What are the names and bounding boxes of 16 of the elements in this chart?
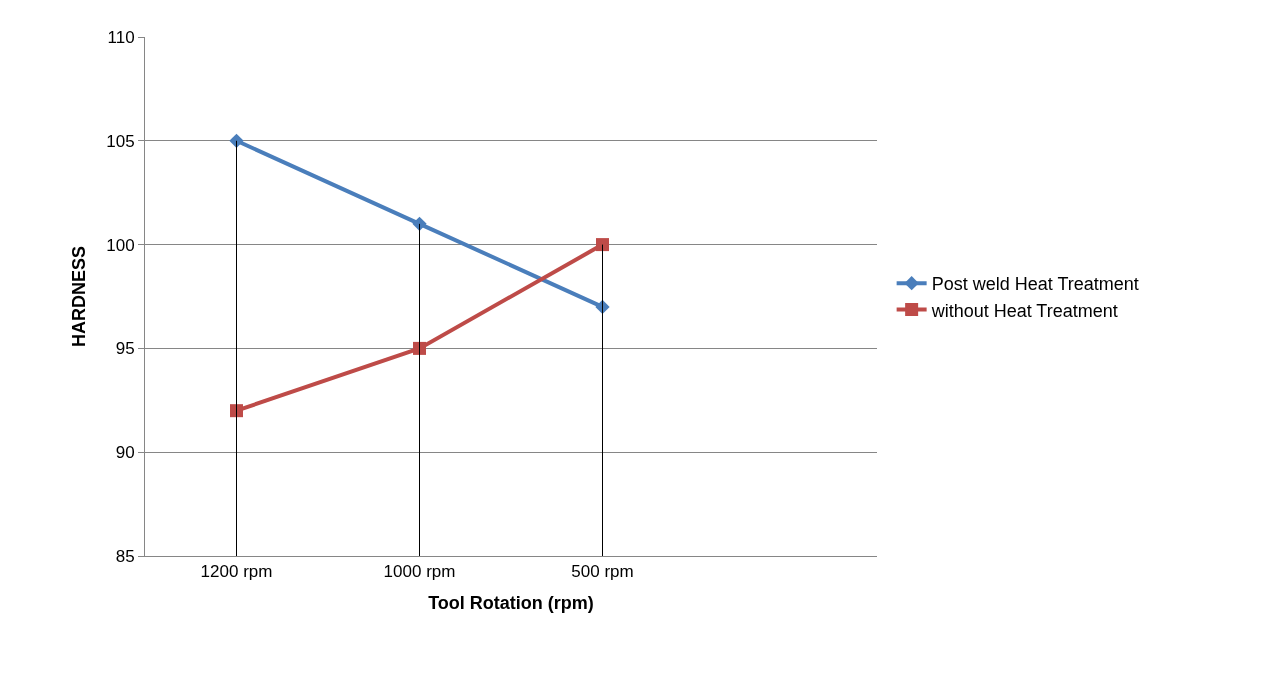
legend-label: Post weld Heat Treatment — [931, 274, 1139, 295]
legend-label: without Heat Treatment — [930, 300, 1118, 321]
point — [230, 404, 243, 418]
y-tick-label: 100 — [106, 235, 135, 255]
x-tick-label: 500 rpm — [571, 562, 634, 582]
point — [413, 341, 426, 355]
y-tick-label: 95 — [115, 339, 135, 359]
y-tick-label: 90 — [115, 443, 135, 463]
y-tick-label: 85 — [115, 546, 135, 566]
y-axis-title: HARDNESS — [69, 245, 90, 348]
y-tick-label: 105 — [106, 131, 135, 151]
y-tick-label: 110 — [107, 27, 135, 47]
x-axis-title: Tool Rotation (rpm) — [428, 592, 594, 613]
point — [596, 238, 609, 252]
x-tick-label: 1200 rpm — [200, 562, 273, 582]
x-tick-label: 1000 rpm — [383, 562, 456, 582]
